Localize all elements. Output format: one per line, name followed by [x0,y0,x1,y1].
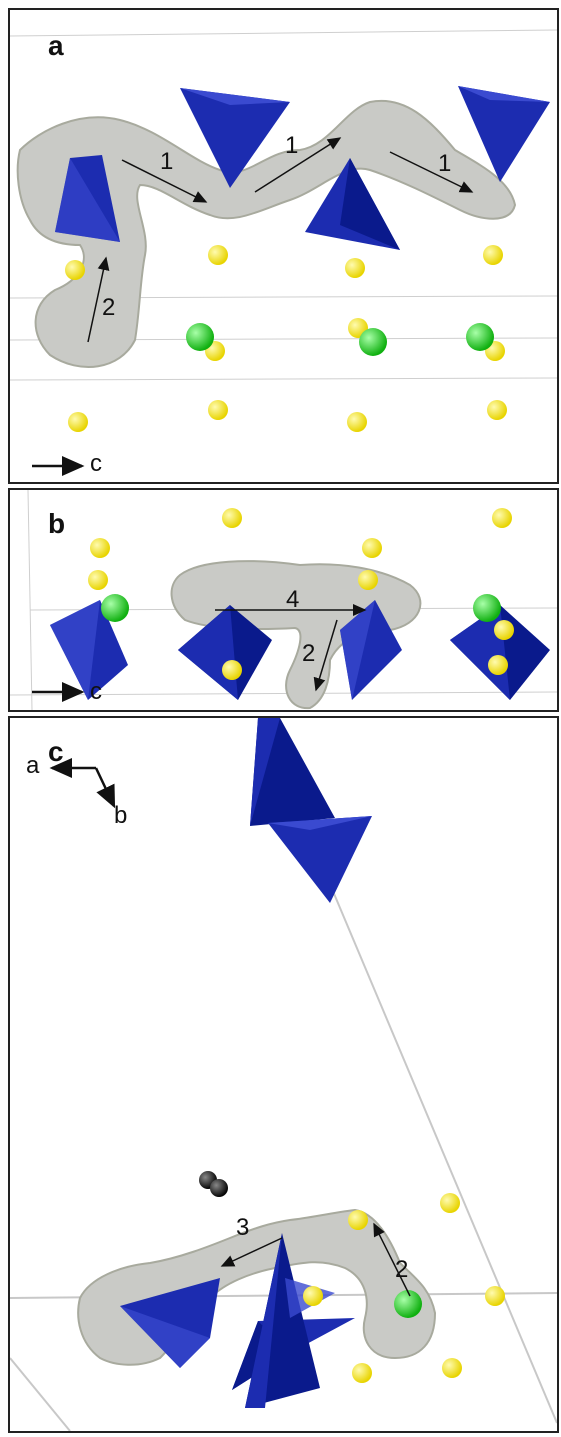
isosurface [16,99,517,368]
sphere-yellow [303,1193,505,1383]
grid-line [10,377,557,381]
path-arrow [313,619,338,692]
panel-c-figure [10,718,557,1431]
axis-label-a: a [26,752,40,779]
panel-b: b 4 2 c [8,488,559,712]
path-arrow [389,151,474,193]
panel-b-figure [10,490,557,710]
path-label: 2 [302,640,316,667]
tetrahedron [250,718,335,826]
grid-line [27,490,33,710]
path-arrow [87,256,110,343]
path-arrow [254,137,342,193]
panel-label: b [48,508,66,539]
axis-arrow [94,767,116,809]
path-arrow [121,159,208,203]
sphere-green [186,323,494,356]
tetrahedron [120,1278,220,1368]
sphere-black [199,1171,228,1197]
panel-label: c [48,736,64,767]
tetrahedron [268,816,372,903]
path-label: 1 [285,132,299,159]
path-arrow [373,1222,411,1297]
path-label: 2 [395,1256,409,1283]
path-label: 1 [160,148,174,175]
tetrahedron [305,158,400,250]
tetrahedron [180,88,290,188]
panel-label: a [48,30,64,61]
grid-line [10,691,557,696]
path-label: 4 [286,586,300,613]
path-label: 1 [438,150,452,177]
panel-b-extension [8,488,555,708]
sphere-green [394,1290,422,1318]
path-label: 3 [236,1214,250,1241]
axis-label-c: c [90,450,102,477]
grid-line [10,1357,71,1431]
panel-c: c a b 3 2 [8,716,559,1433]
path-label: 2 [102,294,116,321]
path-arrow [220,1237,283,1267]
sphere-green [101,594,501,622]
tetrahedron [55,155,120,242]
sphere-yellow [88,508,514,680]
tetrahedron [50,600,128,700]
panel-a-figure [10,29,557,476]
tetrahedron [340,600,402,700]
tetrahedron [178,605,272,700]
tetrahedron [245,1233,320,1408]
panel-a: a 1 1 1 2 c [8,8,559,484]
axis-label-c: c [90,678,102,705]
grid-line [10,29,557,37]
axis-label-b: b [114,802,128,829]
tetrahedron [458,86,550,182]
